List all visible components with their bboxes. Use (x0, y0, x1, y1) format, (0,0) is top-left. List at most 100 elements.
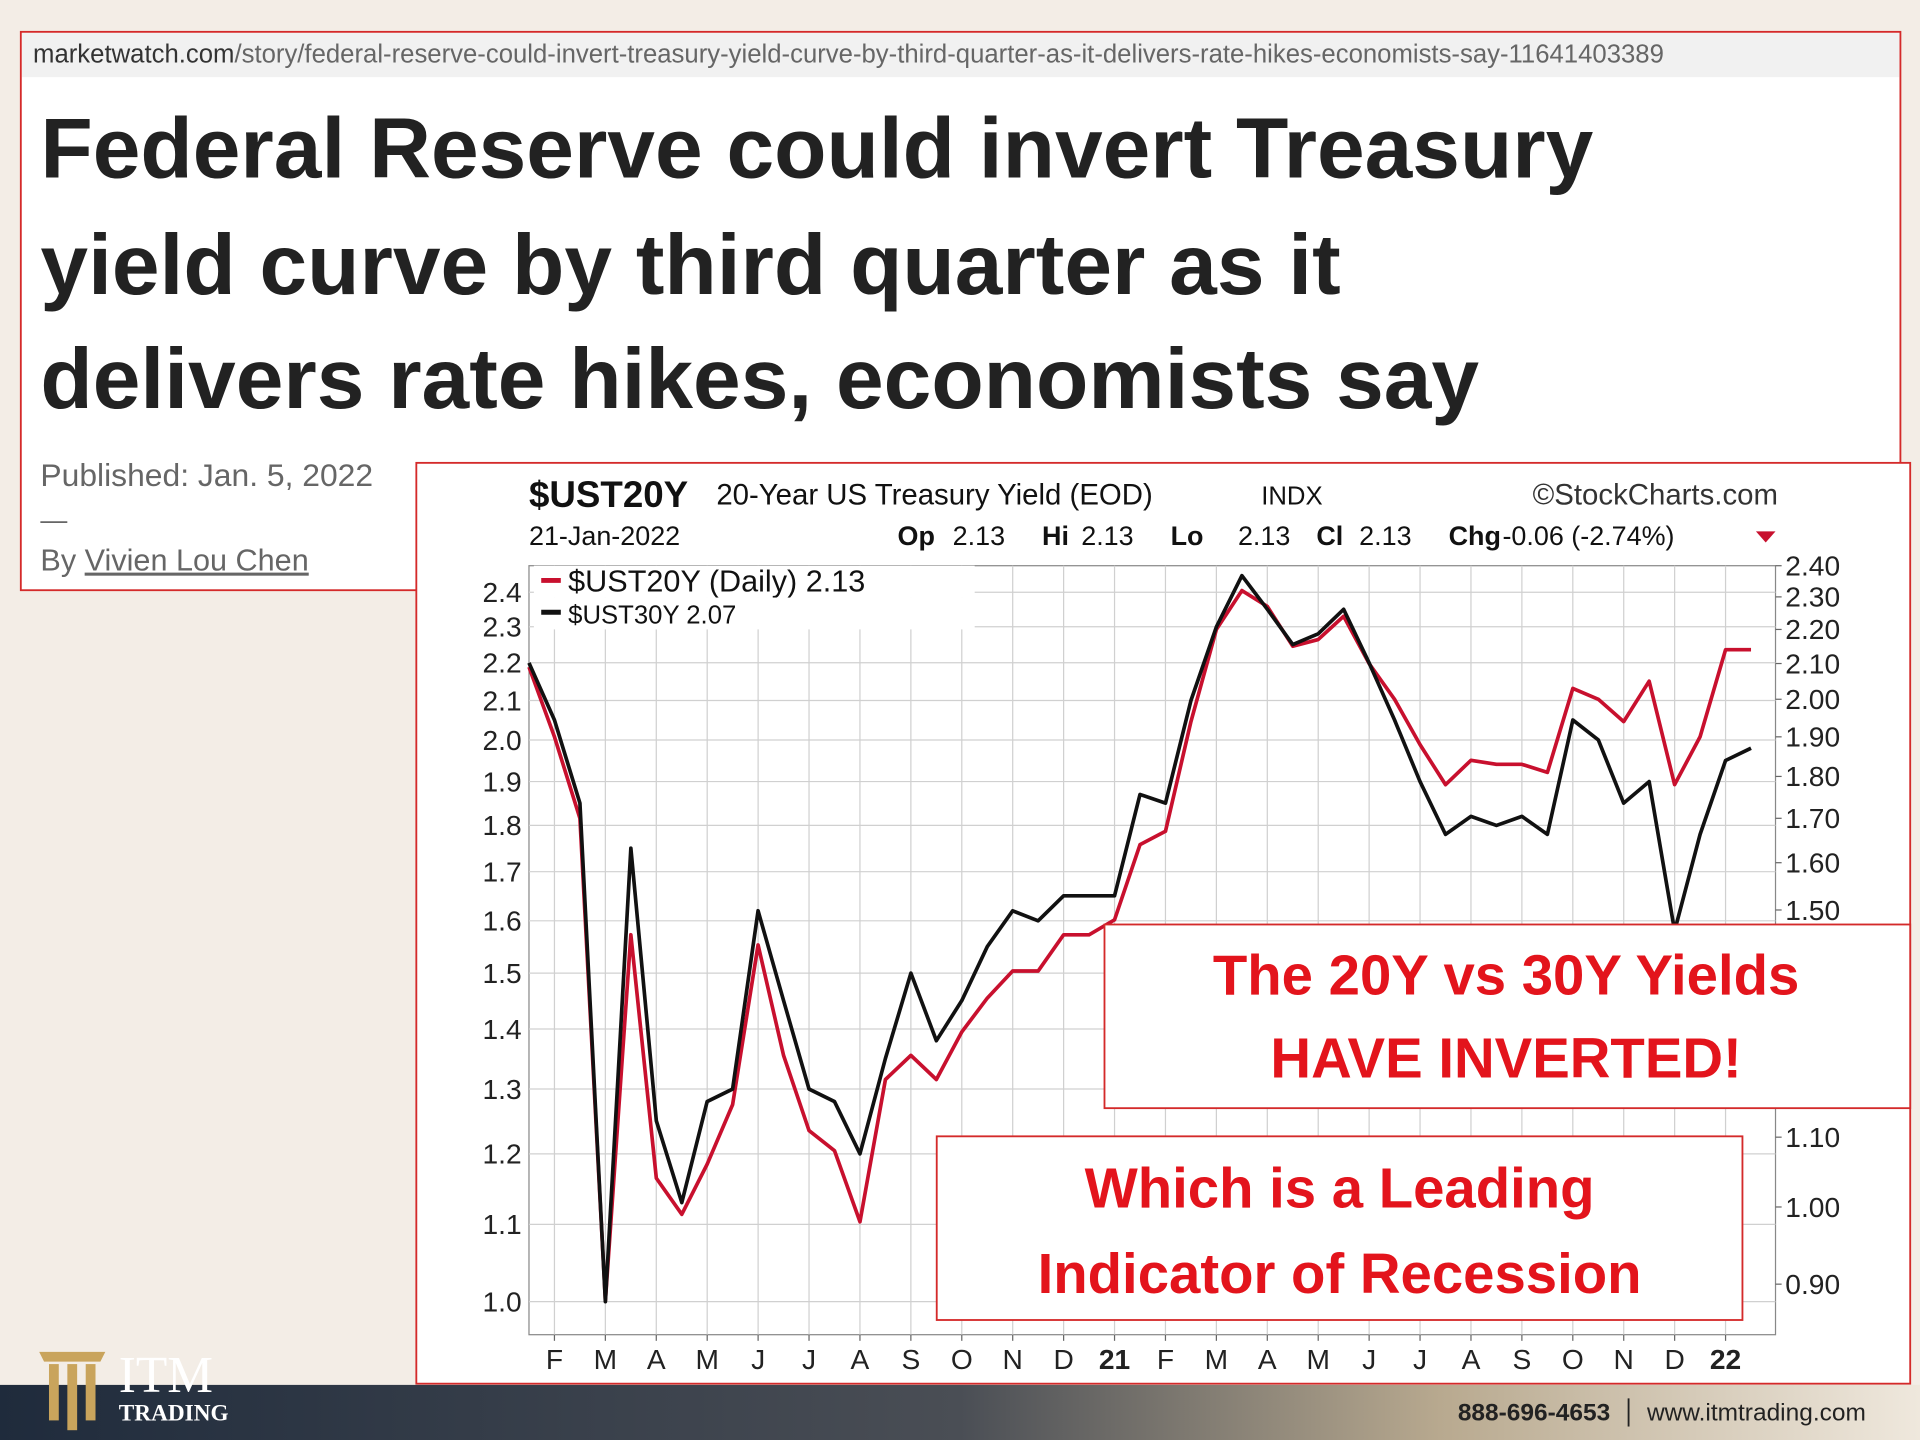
quote-value: 2.13 (1081, 521, 1133, 551)
x-tick-label: S (901, 1344, 920, 1375)
chart-title: $UST20Y (529, 474, 688, 515)
quote-label: Op (898, 521, 935, 551)
quote-value: -0.06 (-2.74%) (1502, 521, 1674, 551)
x-tick-label: J (1362, 1344, 1376, 1375)
published: Published: Jan. 5, 2022 (40, 457, 373, 493)
url-bar (22, 33, 1900, 78)
logo-cap (39, 1351, 106, 1362)
quote-label: Chg (1449, 521, 1501, 551)
logo-pillar (67, 1364, 78, 1431)
callout-box (1103, 923, 1912, 1110)
y2-tick-label: 2.10 (1785, 648, 1840, 679)
x-tick-label: J (1413, 1344, 1427, 1375)
x-tick-label: O (951, 1344, 973, 1375)
y2-tick-label: 2.00 (1785, 684, 1840, 715)
y2-tick-label: 0.90 (1785, 1269, 1840, 1300)
y-tick-label: 1.7 (482, 856, 521, 887)
quote-value: 2.13 (1359, 521, 1411, 551)
y-tick-label: 1.8 (482, 810, 521, 841)
logo (39, 1351, 106, 1431)
headline-line: Federal Reserve could invert Treasury (40, 101, 1593, 197)
headline-line: delivers rate hikes, economists say (40, 331, 1479, 427)
legend-label: $UST20Y (Daily) 2.13 (568, 564, 865, 598)
y-tick-label: 1.1 (482, 1209, 521, 1240)
y-tick-label: 2.1 (482, 685, 521, 716)
date: 21-Jan-2022 (529, 521, 680, 551)
x-tick-label: J (751, 1344, 765, 1375)
byline: By Vivien Lou Chen (40, 544, 308, 578)
y-tick-label: 1.9 (482, 766, 521, 797)
x-tick-label: 21 (1099, 1344, 1130, 1375)
y-tick-label: 1.2 (482, 1139, 521, 1170)
quote-label: Lo (1171, 521, 1204, 551)
separator: — (40, 505, 67, 535)
y2-tick-label: 1.60 (1785, 848, 1840, 879)
quote: Op 2.13 Hi 2.13 Lo 2.13 Cl 2.13 Chg -0.0… (898, 521, 1776, 551)
x-tick-label: A (647, 1344, 666, 1375)
y-tick-label: 1.0 (482, 1286, 521, 1317)
callout-text: The 20Y vs 30Y Yields (1213, 943, 1799, 1006)
y2-tick-label: 1.10 (1785, 1122, 1840, 1153)
legend-bg (533, 597, 975, 630)
series-line (527, 588, 1752, 1303)
x-tick-label: F (546, 1344, 563, 1375)
y2-tick-label: 2.30 (1785, 582, 1840, 613)
x-tick-label: J (802, 1344, 816, 1375)
x-tick-label: A (1462, 1344, 1481, 1375)
y-tick-label: 2.4 (482, 577, 521, 608)
exchange: INDX (1261, 482, 1322, 510)
headline-line: yield curve by third quarter as it (40, 217, 1340, 313)
callout-text: HAVE INVERTED! (1270, 1027, 1741, 1090)
y-tick-label: 1.6 (482, 906, 521, 937)
down-arrow (1755, 531, 1776, 543)
phone: 888-696-4653 (1458, 1399, 1610, 1426)
legend-label: $UST30Y 2.07 (568, 601, 736, 629)
legend-bg (533, 565, 975, 598)
x-tick-label: F (1157, 1344, 1174, 1375)
x-tick-label: O (1562, 1344, 1584, 1375)
x-tick-label: S (1512, 1344, 1531, 1375)
quote-value: 2.13 (953, 521, 1005, 551)
y-tick-label: 2.0 (482, 725, 521, 756)
url-path: /story/federal-reserve-could-invert-trea… (234, 40, 1663, 68)
logo-pillar (48, 1364, 59, 1421)
y-tick-label: 2.3 (482, 612, 521, 643)
logo-pillar (85, 1364, 96, 1421)
x-tick-label: M (695, 1344, 718, 1375)
callout-box (935, 1135, 1744, 1321)
y2-tick-label: 1.80 (1785, 761, 1840, 792)
x-tick-label: D (1053, 1344, 1073, 1375)
x-tick-label: 22 (1710, 1344, 1741, 1375)
quote-label: Hi (1042, 521, 1069, 551)
quote-value: 2.13 (1238, 521, 1290, 551)
y2-tick-label: 1.70 (1785, 803, 1840, 834)
x-tick-label: D (1664, 1344, 1684, 1375)
author[interactable]: Vivien Lou Chen (85, 544, 309, 578)
y-tick-label: 1.4 (482, 1014, 521, 1045)
y2-tick-label: 1.90 (1785, 722, 1840, 753)
brand-sub: TRADING (119, 1400, 229, 1426)
x-tick-label: A (851, 1344, 870, 1375)
y2-tick-label: 1.50 (1785, 895, 1840, 926)
url: marketwatch.com/story/federal-reserve-co… (33, 40, 1664, 68)
x-tick-label: M (1205, 1344, 1228, 1375)
callout-text: Indicator of Recession (1038, 1242, 1642, 1305)
y2-tick-label: 2.40 (1785, 551, 1840, 582)
source: ©StockCharts.com (1533, 478, 1778, 511)
quote-label: Cl (1316, 521, 1343, 551)
website[interactable]: www.itmtrading.com (1646, 1399, 1866, 1426)
brand: ITM (119, 1347, 213, 1404)
x-tick-label: M (1306, 1344, 1329, 1375)
callout-text: Which is a Leading (1085, 1156, 1595, 1219)
chart-subtitle: 20-Year US Treasury Yield (EOD) (716, 478, 1152, 511)
y-tick-label: 1.3 (482, 1074, 521, 1105)
x-tick-label: N (1614, 1344, 1634, 1375)
x-tick-label: A (1258, 1344, 1277, 1375)
x-tick-label: N (1003, 1344, 1023, 1375)
footer-bar (0, 1384, 1920, 1440)
series-line (527, 573, 1752, 1304)
x-tick-label: M (594, 1344, 617, 1375)
url-domain: marketwatch.com (33, 40, 234, 68)
y2-tick-label: 1.00 (1785, 1192, 1840, 1223)
